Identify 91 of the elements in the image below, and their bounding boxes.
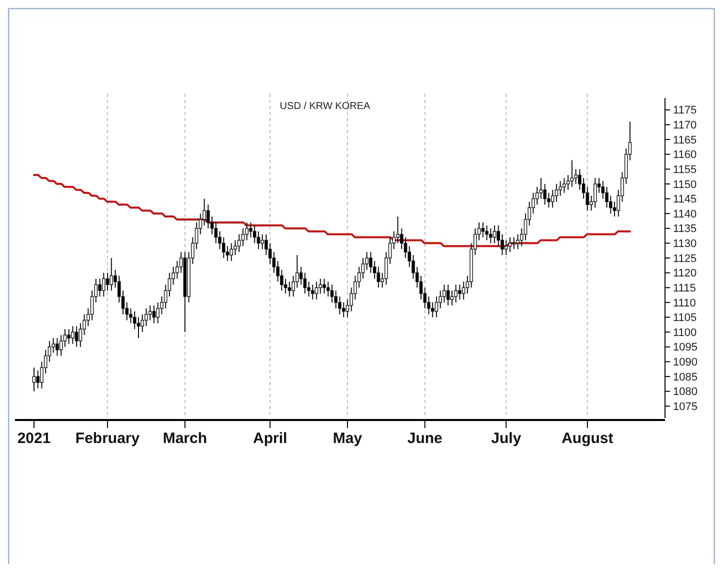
candlestick [102, 272, 106, 298]
candlestick [566, 174, 570, 190]
candlestick [554, 183, 558, 202]
x-tick-label: May [332, 430, 363, 447]
candlestick [372, 260, 376, 280]
candlestick [481, 222, 485, 238]
y-tick-label: 1155 [673, 164, 697, 176]
candlestick [492, 224, 496, 244]
candlestick [485, 224, 488, 241]
candlestick [226, 246, 230, 262]
candlestick [32, 367, 36, 392]
y-tick-label: 1125 [673, 252, 697, 265]
x-tick-label: 2021 [17, 430, 51, 447]
y-tick-label: 1130 [673, 238, 697, 250]
candlestick [419, 275, 423, 300]
candlestick [303, 272, 307, 294]
y-tick-label: 1115 [673, 282, 696, 294]
candlestick [508, 236, 512, 253]
candlestick [446, 284, 450, 306]
candlestick [550, 189, 554, 208]
y-tick-label: 1100 [673, 326, 697, 339]
candlestick [268, 242, 272, 264]
candlestick [110, 258, 114, 292]
candlestick [361, 258, 365, 280]
x-tick-label: July [491, 430, 522, 447]
y-tick-label: 1135 [673, 223, 697, 236]
candlestick [252, 224, 256, 244]
candlestick [342, 302, 346, 318]
candlestick [272, 252, 276, 274]
y-tick-label: 1090 [673, 356, 698, 369]
candlestick [63, 328, 67, 348]
y-tick-label: 1120 [673, 268, 697, 280]
candlestick [106, 272, 110, 292]
candlestick [512, 236, 516, 250]
candlestick [562, 178, 566, 194]
x-tick-label: April [252, 430, 288, 447]
candlestick [74, 326, 78, 348]
candlestick [260, 234, 264, 250]
candlestick [504, 240, 508, 256]
candlestick [78, 322, 82, 348]
candlestick [230, 242, 234, 262]
candlestick [458, 284, 462, 300]
candlestick [454, 284, 458, 303]
candlestick [322, 278, 326, 294]
candlestick [98, 278, 102, 298]
y-tick-label: 1140 [673, 208, 697, 220]
chart-title: USD / KRW KOREA [280, 101, 371, 112]
candlestick [36, 370, 40, 389]
candlestick [462, 281, 466, 300]
candlestick [284, 278, 288, 294]
y-tick-label: 1160 [673, 149, 697, 162]
candlestick [299, 266, 303, 286]
x-tick-label: March [162, 430, 208, 447]
candlestick [376, 266, 380, 288]
y-tick-label: 1080 [673, 386, 698, 398]
y-tick-label: 1095 [673, 342, 698, 354]
candlestick [404, 236, 408, 258]
y-tick-label: 1165 [673, 134, 697, 146]
candlestick [570, 160, 574, 188]
y-tick-label: 1170 [673, 120, 697, 132]
candlestick [56, 338, 59, 356]
candlestick [586, 186, 590, 212]
candlestick [59, 334, 63, 356]
y-tick-label: 1145 [673, 194, 697, 206]
candlestick [330, 284, 334, 303]
y-tick-label: 1175 [673, 104, 697, 117]
y-tick-label: 1105 [673, 312, 697, 324]
candlestick [314, 281, 318, 300]
candlestick [148, 304, 152, 321]
y-tick-label: 1085 [673, 371, 698, 384]
candlestick [496, 224, 500, 247]
candlestick [288, 281, 292, 298]
y-tick-label: 1150 [673, 178, 697, 191]
candlestick [241, 228, 245, 247]
candlestick [152, 304, 156, 324]
candlestick [256, 230, 260, 250]
x-tick-label: February [75, 430, 140, 447]
candlestick [601, 180, 605, 200]
candlestick [450, 290, 454, 306]
candlestick [311, 284, 314, 300]
candlestick [434, 296, 438, 318]
candlestick [594, 178, 597, 208]
x-tick-label: June [407, 430, 442, 447]
candlestick [67, 328, 70, 344]
candlestick [539, 178, 543, 200]
y-tick-label: 1075 [673, 401, 698, 413]
x-tick-label: August [562, 430, 614, 447]
candlestick [71, 326, 74, 344]
y-tick-label: 1110 [673, 297, 696, 310]
candlestick [136, 316, 140, 338]
candlestick [489, 228, 492, 244]
